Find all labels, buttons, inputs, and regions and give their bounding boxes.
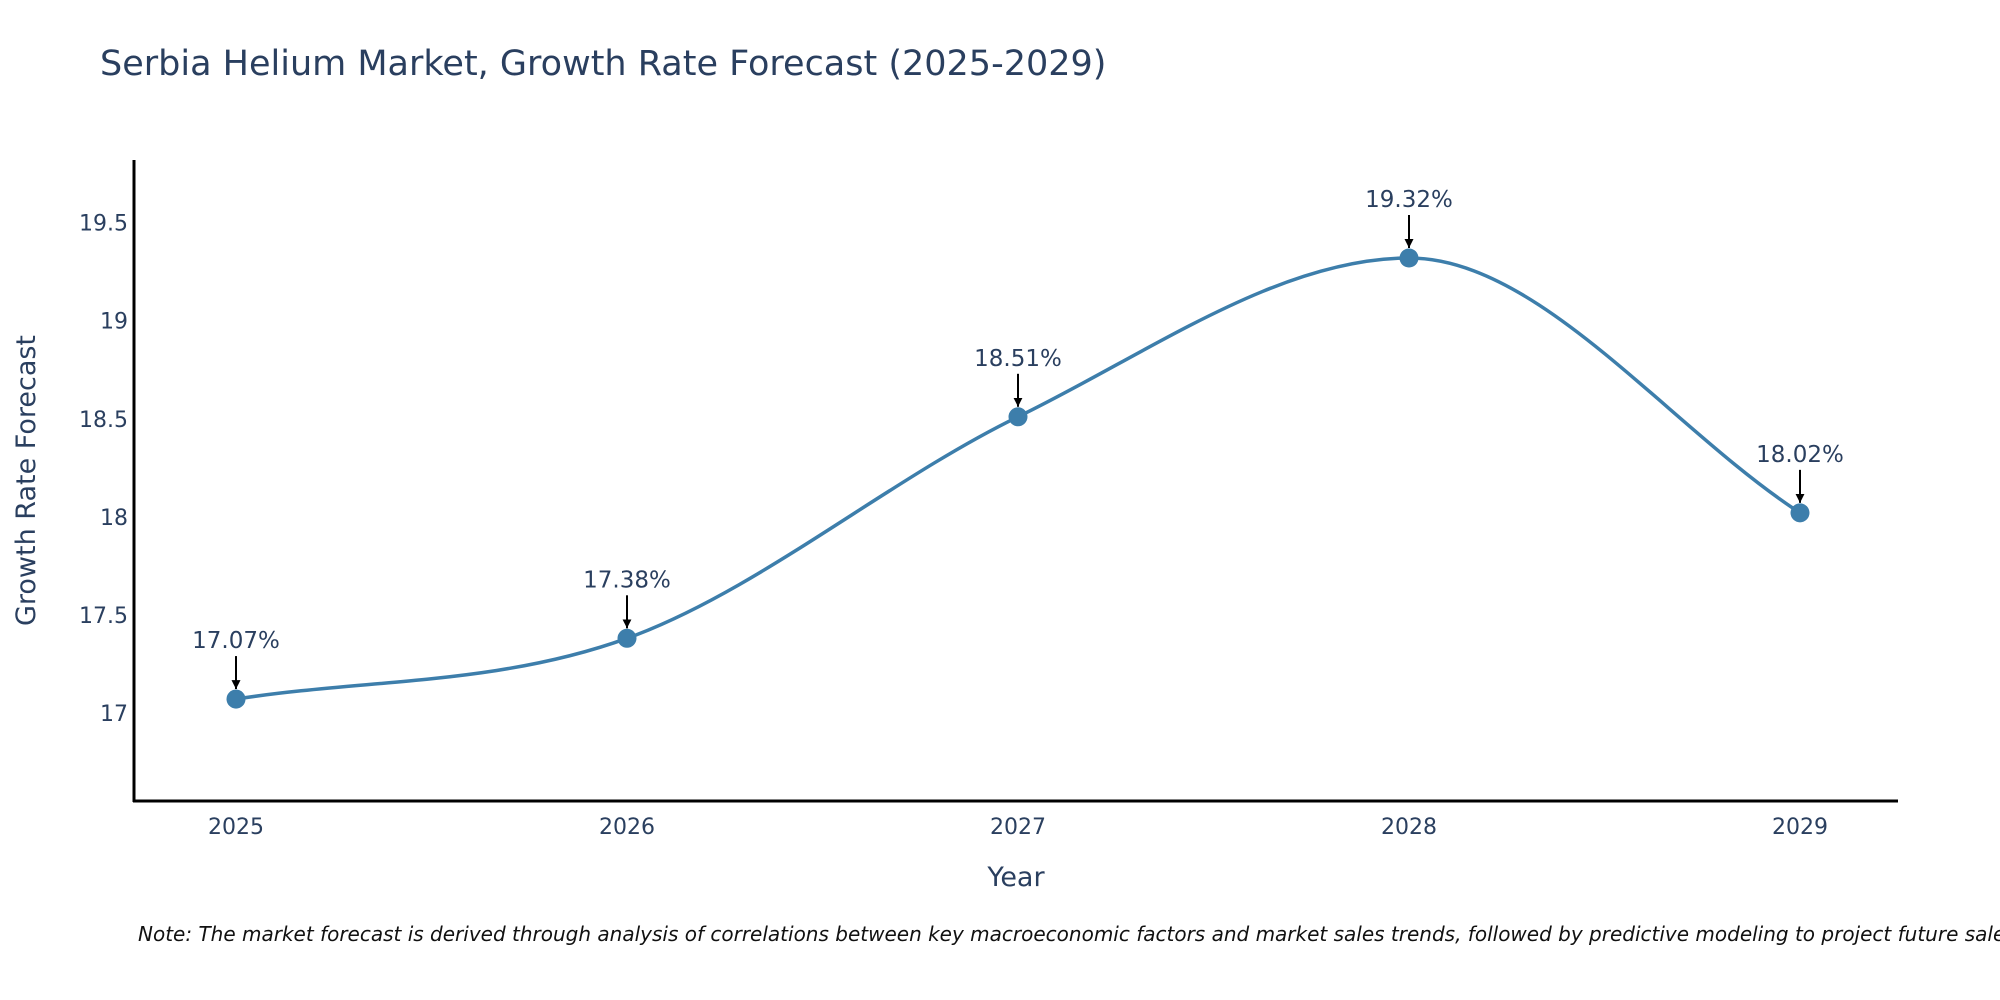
data-label: 18.02%: [1756, 442, 1844, 468]
series-line: [235, 256, 1801, 701]
data-point: [1790, 503, 1810, 523]
y-tick-label: 17.5: [79, 604, 128, 629]
y-tick-label: 17: [100, 702, 128, 727]
y-tick-label: 19.5: [79, 212, 128, 237]
chart-title: Serbia Helium Market, Growth Rate Foreca…: [100, 44, 1107, 84]
x-tick-label: 2028: [1381, 815, 1437, 840]
y-axis-title: Growth Rate Forecast: [11, 335, 42, 626]
data-label: 18.51%: [974, 346, 1062, 372]
x-tick-label: 2029: [1772, 815, 1828, 840]
y-tick-label: 18: [100, 506, 128, 531]
x-tick-label: 2026: [599, 815, 655, 840]
x-tick-label: 2027: [990, 815, 1046, 840]
y-tick-label: 19: [100, 310, 128, 335]
data-point: [226, 689, 246, 709]
x-axis-title: Year: [986, 862, 1045, 893]
data-label: 19.32%: [1365, 187, 1453, 213]
data-point: [617, 628, 637, 648]
data-label: 17.38%: [583, 567, 671, 593]
data-point: [1008, 407, 1028, 427]
data-label: 17.07%: [192, 628, 280, 654]
y-tick-label: 18.5: [79, 408, 128, 433]
footnote: Note: The market forecast is derived thr…: [138, 922, 2000, 946]
x-tick-label: 2025: [208, 815, 264, 840]
data-point: [1399, 248, 1419, 268]
